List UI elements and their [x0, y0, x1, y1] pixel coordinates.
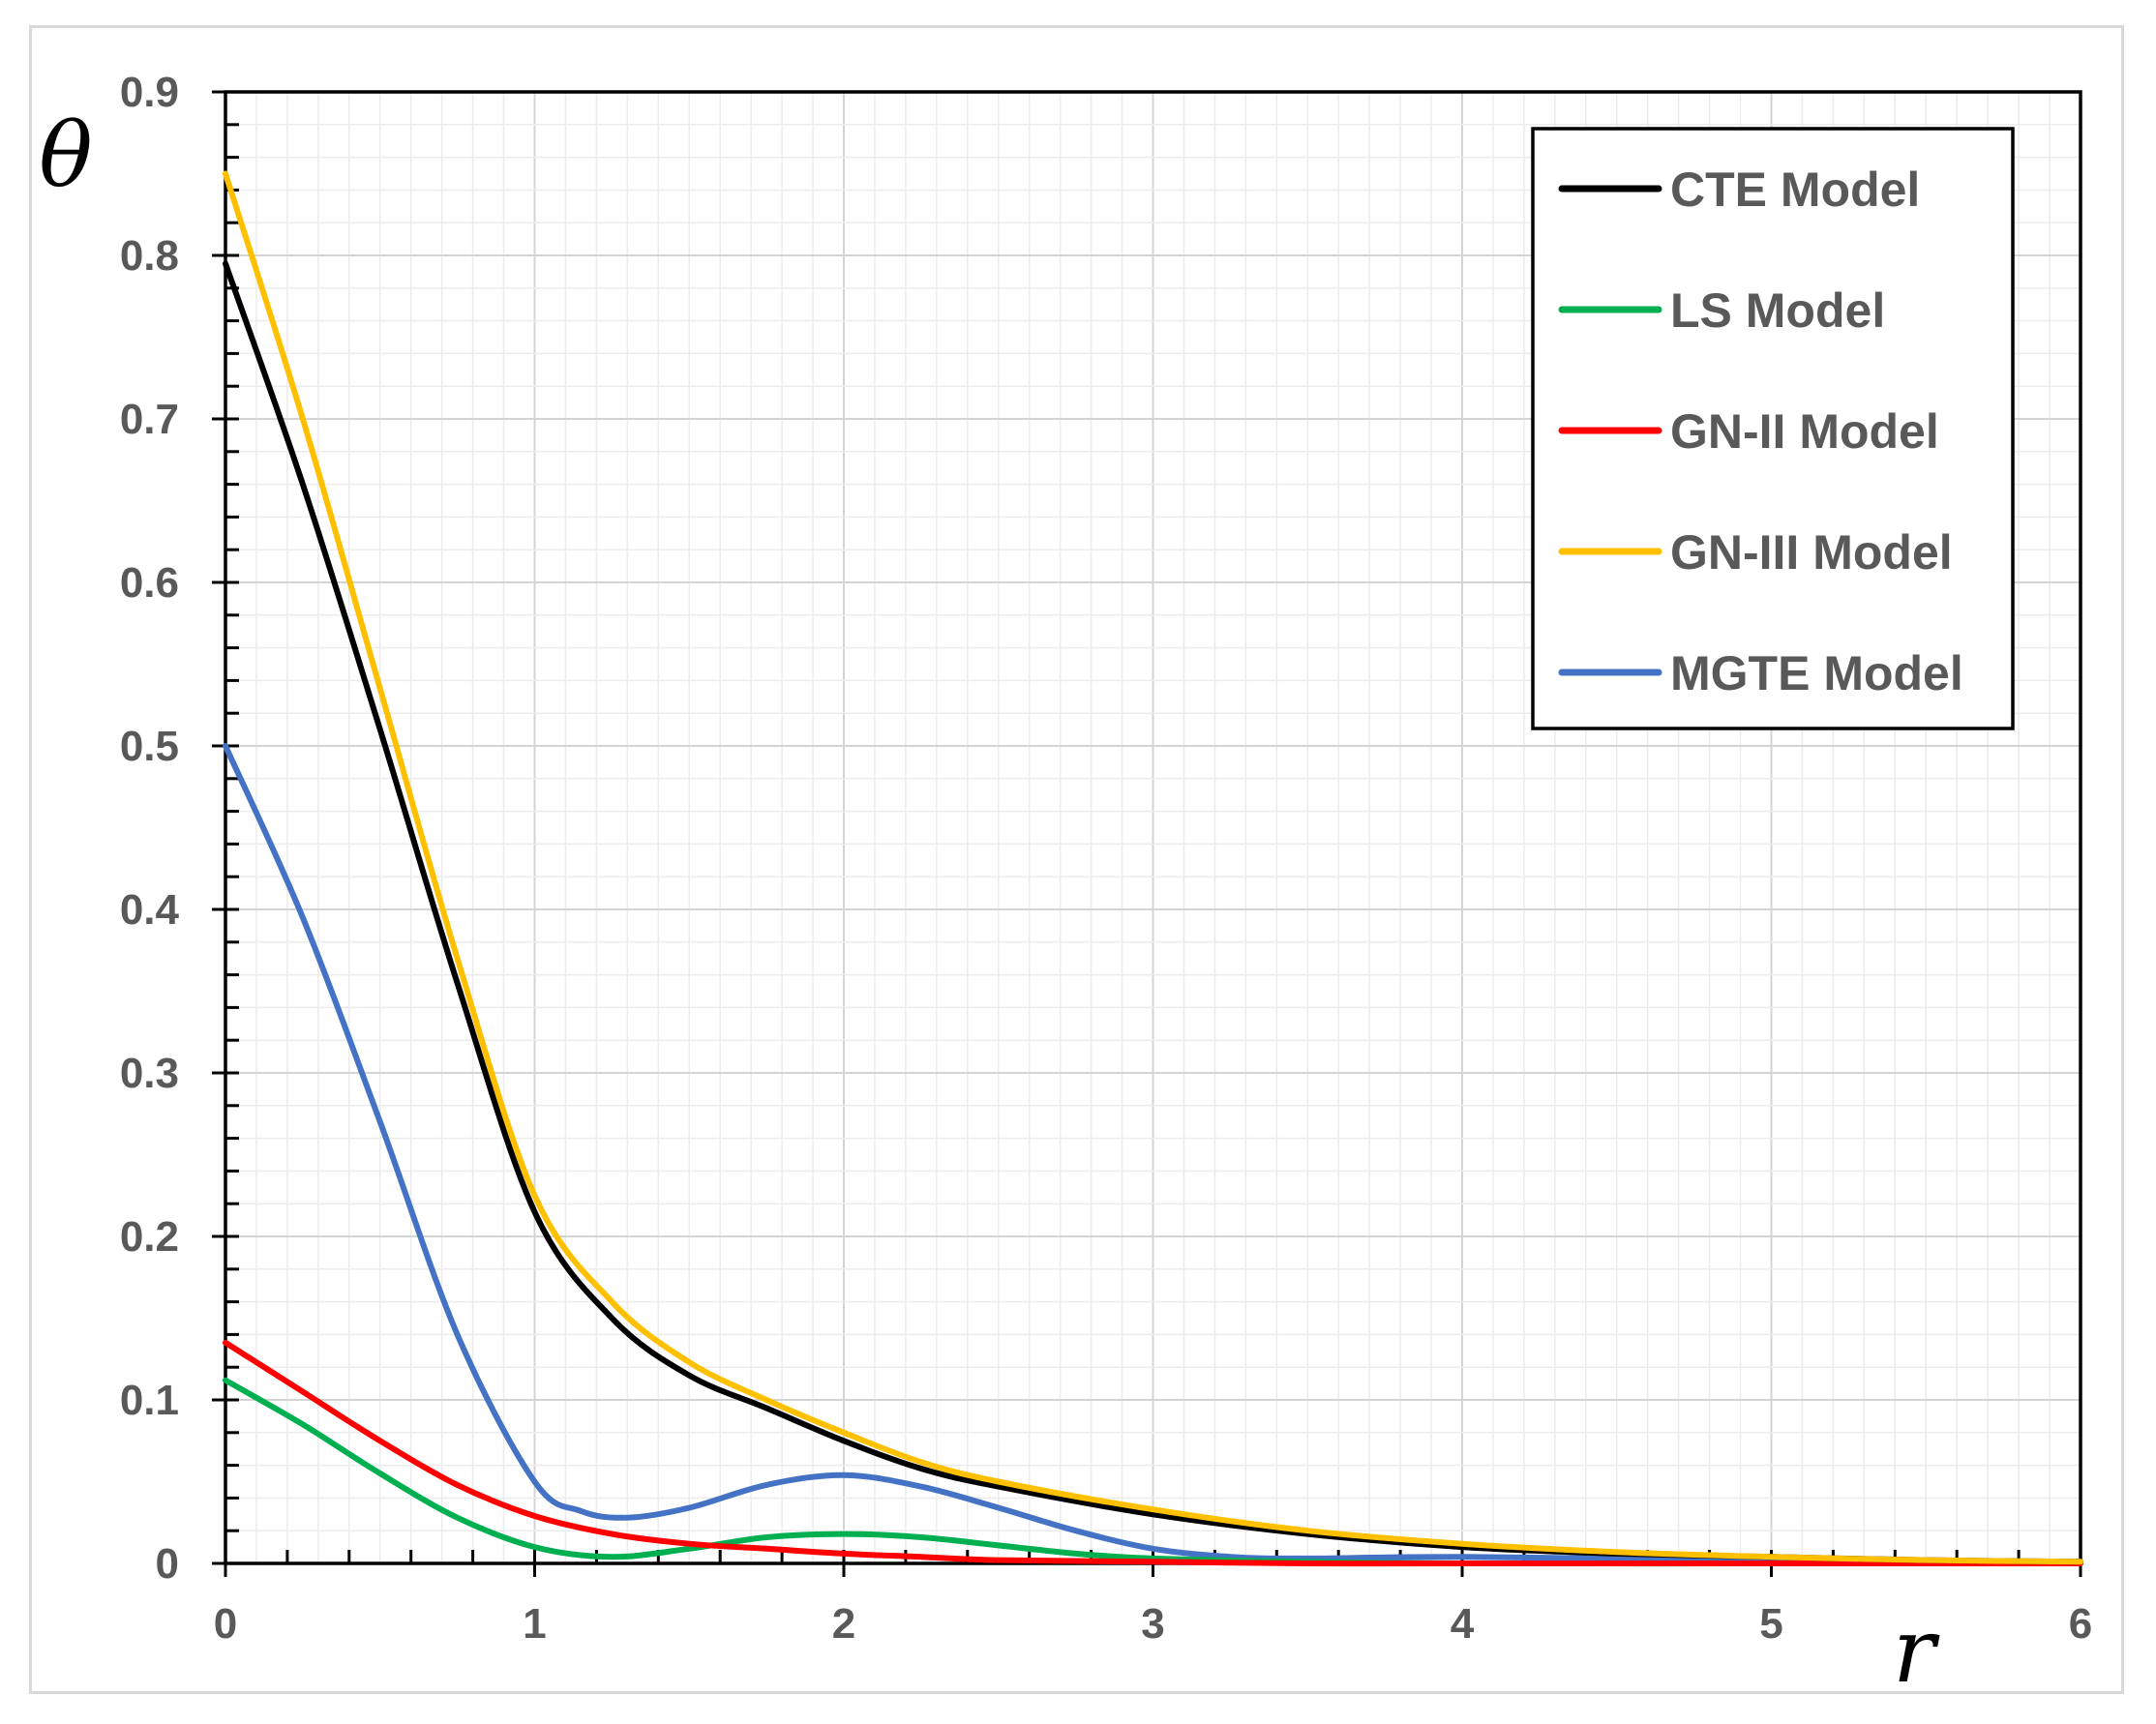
- x-axis-title: r: [1893, 1599, 1940, 1703]
- y-tick-label: 0.7: [120, 396, 179, 443]
- legend-label-cte-model: CTE Model: [1670, 163, 1920, 217]
- x-tick-label: 2: [832, 1600, 855, 1648]
- series-lines: [223, 170, 2083, 1567]
- y-tick-label: 0.9: [120, 69, 179, 116]
- y-tick-label: 0.6: [120, 559, 179, 607]
- legend-label-ls-model: LS Model: [1670, 283, 1885, 338]
- legend-label-gn-iii-model: GN-III Model: [1670, 525, 1953, 580]
- legend-label-gn-ii-model: GN-II Model: [1670, 404, 1939, 459]
- y-tick-label: 0.2: [120, 1213, 179, 1261]
- series-line-gn-iii-model: [223, 170, 2083, 1565]
- y-tick-label: 0.4: [120, 886, 180, 934]
- x-tick-label: 0: [214, 1600, 237, 1648]
- x-tick-label: 6: [2069, 1600, 2092, 1648]
- x-tick-label: 3: [1141, 1600, 1164, 1648]
- y-tick-label: 0.3: [120, 1050, 179, 1097]
- x-tick-label: 5: [1759, 1600, 1782, 1648]
- y-tick-label: 0: [156, 1540, 179, 1588]
- legend: CTE Model LS Model GN-II Model GN-III Model…: [1531, 127, 2015, 730]
- y-tick-label: 0.8: [120, 232, 179, 280]
- y-axis-title: θ: [39, 104, 92, 207]
- x-tick-label: 1: [523, 1600, 546, 1648]
- series-line-mgte-model: [223, 743, 2083, 1565]
- legend-label-mgte-model: MGTE Model: [1670, 646, 1963, 700]
- x-tick-label: 4: [1451, 1600, 1475, 1648]
- y-tick-label: 0.1: [120, 1377, 179, 1424]
- series-line-gn-ii-model: [223, 1339, 2083, 1567]
- y-tick-label: 0.5: [120, 723, 179, 770]
